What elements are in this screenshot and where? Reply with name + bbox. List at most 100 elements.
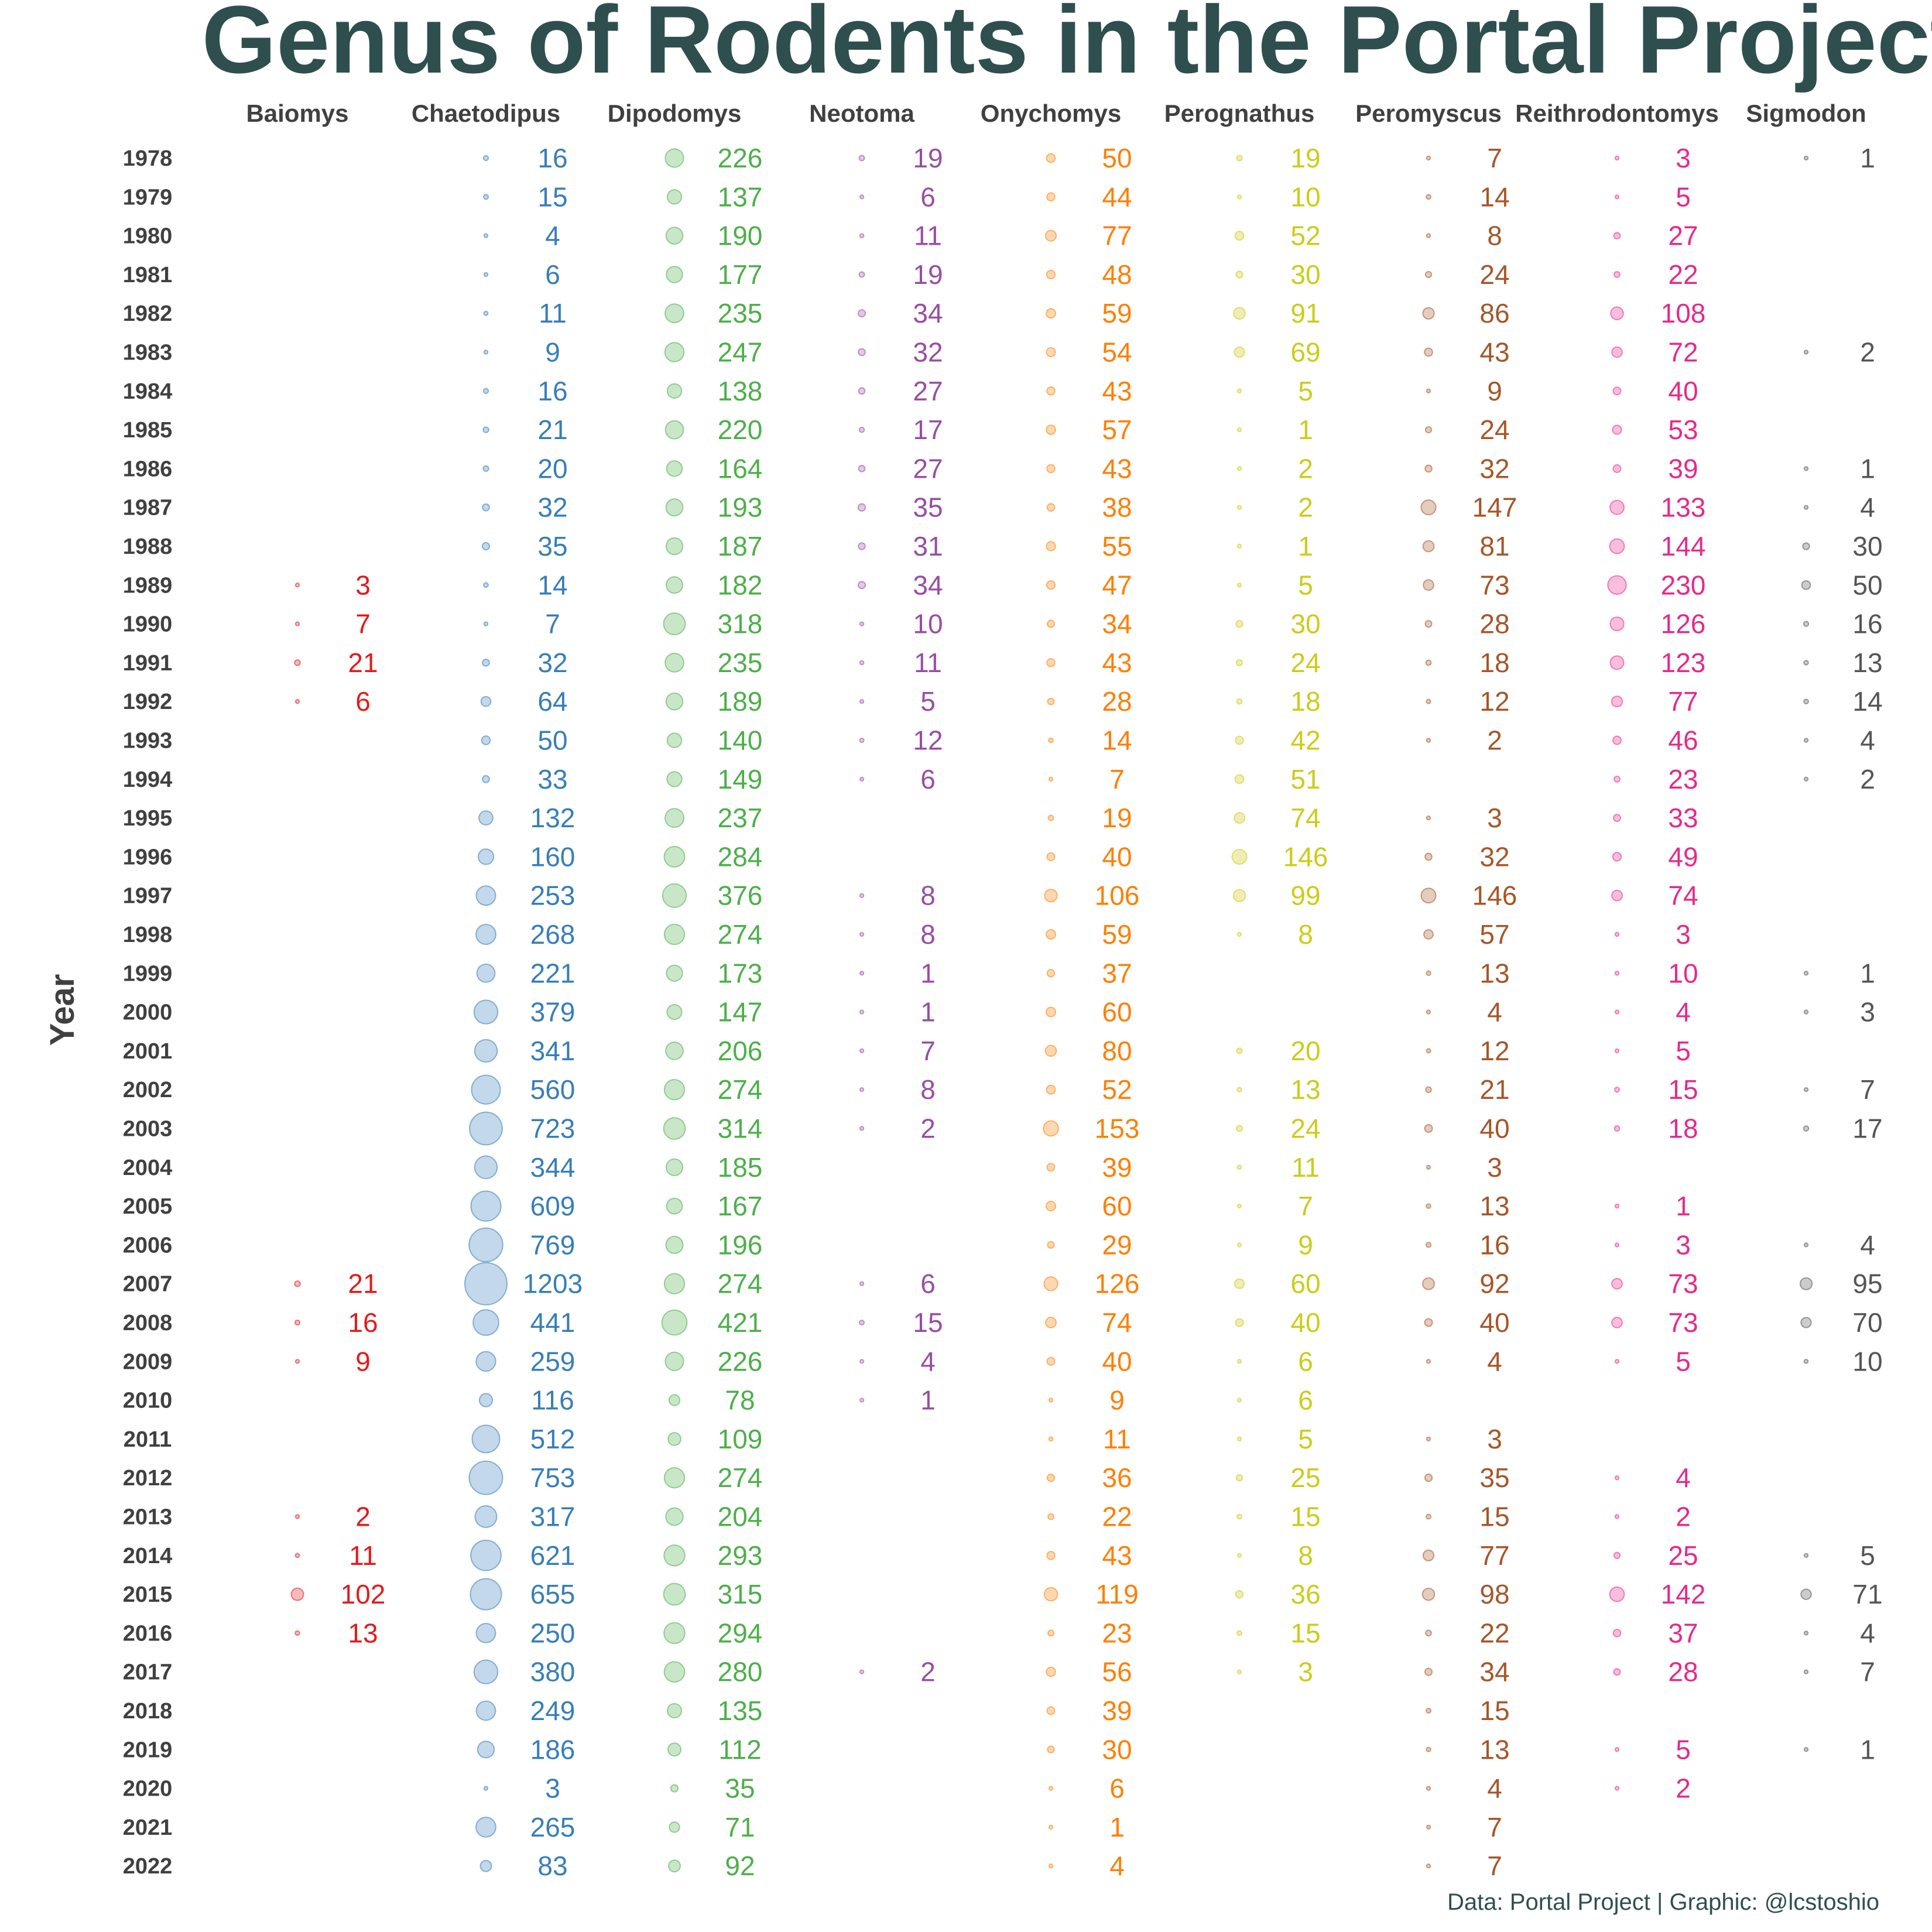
value-label-onychomys: 56 bbox=[1102, 1657, 1132, 1687]
value-label-onychomys: 126 bbox=[1095, 1269, 1140, 1299]
value-label-chaetodipus: 9 bbox=[545, 337, 560, 368]
bubble-dipodomys bbox=[666, 383, 683, 399]
bubble-peromyscus bbox=[1426, 155, 1431, 161]
value-label-onychomys: 44 bbox=[1102, 181, 1132, 212]
value-label-baiomys: 3 bbox=[355, 570, 371, 600]
value-label-chaetodipus: 723 bbox=[530, 1114, 576, 1144]
year-label: 1992 bbox=[123, 690, 173, 714]
bubble-sigmodon bbox=[1803, 1630, 1809, 1636]
bubble-reithrodontomys bbox=[1609, 538, 1625, 554]
value-label-peromyscus: 15 bbox=[1479, 1695, 1509, 1726]
year-label: 2012 bbox=[123, 1466, 173, 1491]
value-label-chaetodipus: 132 bbox=[530, 803, 576, 833]
bubble-onychomys bbox=[1046, 852, 1056, 861]
value-label-onychomys: 43 bbox=[1102, 648, 1132, 678]
value-label-chaetodipus: 380 bbox=[530, 1657, 576, 1687]
value-label-neotoma: 19 bbox=[913, 143, 943, 173]
year-label: 2001 bbox=[123, 1039, 173, 1064]
year-label: 2019 bbox=[123, 1738, 173, 1762]
year-label: 1988 bbox=[123, 535, 173, 559]
bubble-chaetodipus bbox=[468, 1460, 503, 1495]
value-label-dipodomys: 204 bbox=[718, 1502, 763, 1532]
bubble-onychomys bbox=[1046, 929, 1056, 940]
bubble-neotoma bbox=[857, 309, 866, 318]
bubble-neotoma bbox=[859, 233, 865, 239]
bubble-sigmodon bbox=[1803, 1747, 1809, 1752]
value-label-onychomys: 43 bbox=[1102, 1540, 1132, 1571]
value-label-baiomys: 9 bbox=[355, 1346, 371, 1376]
bubble-peromyscus bbox=[1424, 347, 1433, 357]
value-label-dipodomys: 235 bbox=[718, 298, 763, 328]
value-label-neotoma: 5 bbox=[920, 686, 936, 717]
bubble-sigmodon bbox=[1803, 1359, 1809, 1364]
value-label-reithrodontomys: 142 bbox=[1661, 1579, 1706, 1609]
bubble-onychomys bbox=[1047, 1629, 1054, 1637]
value-label-dipodomys: 177 bbox=[718, 259, 763, 290]
value-label-sigmodon: 10 bbox=[1852, 1346, 1882, 1376]
year-label: 2016 bbox=[123, 1621, 173, 1646]
value-label-reithrodontomys: 10 bbox=[1668, 958, 1698, 988]
bubble-chaetodipus bbox=[473, 999, 499, 1025]
value-label-dipodomys: 274 bbox=[718, 1462, 763, 1493]
value-label-perognathus: 9 bbox=[1298, 1229, 1313, 1260]
value-label-reithrodontomys: 3 bbox=[1676, 919, 1691, 950]
value-label-chaetodipus: 14 bbox=[537, 570, 567, 600]
value-label-neotoma: 8 bbox=[920, 1074, 936, 1105]
column-header-peromyscus: Peromyscus bbox=[1355, 100, 1502, 127]
bubble-onychomys bbox=[1046, 192, 1056, 202]
value-label-reithrodontomys: 5 bbox=[1676, 1036, 1691, 1066]
value-label-neotoma: 12 bbox=[913, 725, 943, 756]
value-label-peromyscus: 81 bbox=[1479, 531, 1509, 561]
value-label-reithrodontomys: 72 bbox=[1668, 337, 1698, 368]
value-label-dipodomys: 109 bbox=[718, 1424, 763, 1454]
value-label-sigmodon: 71 bbox=[1852, 1579, 1882, 1609]
bubble-peromyscus bbox=[1424, 1318, 1433, 1327]
value-label-reithrodontomys: 108 bbox=[1661, 298, 1706, 328]
value-label-peromyscus: 7 bbox=[1487, 1812, 1502, 1842]
value-label-dipodomys: 274 bbox=[718, 1269, 763, 1299]
bubble-dipodomys bbox=[663, 612, 686, 636]
bubble-neotoma bbox=[859, 737, 865, 744]
value-label-onychomys: 1 bbox=[1109, 1812, 1125, 1842]
value-label-peromyscus: 77 bbox=[1479, 1540, 1509, 1571]
value-label-reithrodontomys: 25 bbox=[1668, 1540, 1698, 1571]
value-label-dipodomys: 237 bbox=[718, 803, 763, 833]
bubble-dipodomys bbox=[666, 576, 683, 594]
chart-title: Genus of Rodents in the Portal Project bbox=[201, 0, 1932, 93]
bubble-neotoma bbox=[859, 699, 865, 704]
value-label-neotoma: 2 bbox=[920, 1657, 936, 1687]
bubble-dipodomys bbox=[663, 845, 686, 868]
bubble-onychomys bbox=[1045, 1201, 1057, 1212]
value-label-chaetodipus: 11 bbox=[539, 298, 567, 328]
year-label: 2011 bbox=[124, 1427, 172, 1452]
value-label-peromyscus: 35 bbox=[1479, 1462, 1509, 1493]
value-label-dipodomys: 167 bbox=[718, 1191, 763, 1221]
bubble-peromyscus bbox=[1426, 1203, 1431, 1209]
bubble-perognathus bbox=[1236, 1203, 1242, 1209]
value-label-neotoma: 4 bbox=[920, 1346, 936, 1376]
bubble-peromyscus bbox=[1425, 1086, 1432, 1093]
year-label: 1996 bbox=[123, 845, 173, 869]
bubble-onychomys bbox=[1046, 1666, 1056, 1677]
bubble-perognathus bbox=[1235, 1318, 1244, 1327]
value-label-peromyscus: 13 bbox=[1479, 1734, 1509, 1765]
year-label: 2018 bbox=[123, 1699, 173, 1724]
value-label-dipodomys: 274 bbox=[718, 919, 763, 950]
bubble-peromyscus bbox=[1424, 1667, 1433, 1676]
bubble-perognathus bbox=[1235, 1590, 1244, 1599]
year-label: 1991 bbox=[123, 651, 173, 676]
value-label-onychomys: 59 bbox=[1102, 298, 1132, 328]
bubble-chaetodipus bbox=[475, 1817, 496, 1838]
bubble-reithrodontomys bbox=[1613, 1668, 1621, 1676]
bubble-chaetodipus bbox=[483, 1786, 489, 1791]
value-label-peromyscus: 57 bbox=[1479, 919, 1509, 950]
value-label-dipodomys: 196 bbox=[718, 1229, 763, 1260]
value-label-onychomys: 29 bbox=[1102, 1229, 1132, 1260]
bubble-onychomys bbox=[1045, 1006, 1057, 1018]
bubble-peromyscus bbox=[1422, 307, 1435, 320]
value-label-onychomys: 36 bbox=[1102, 1462, 1132, 1493]
column-header-chaetodipus: Chaetodipus bbox=[412, 100, 560, 127]
value-label-neotoma: 6 bbox=[920, 1269, 936, 1299]
bubble-neotoma bbox=[859, 1359, 865, 1364]
bubble-onychomys bbox=[1046, 464, 1056, 474]
